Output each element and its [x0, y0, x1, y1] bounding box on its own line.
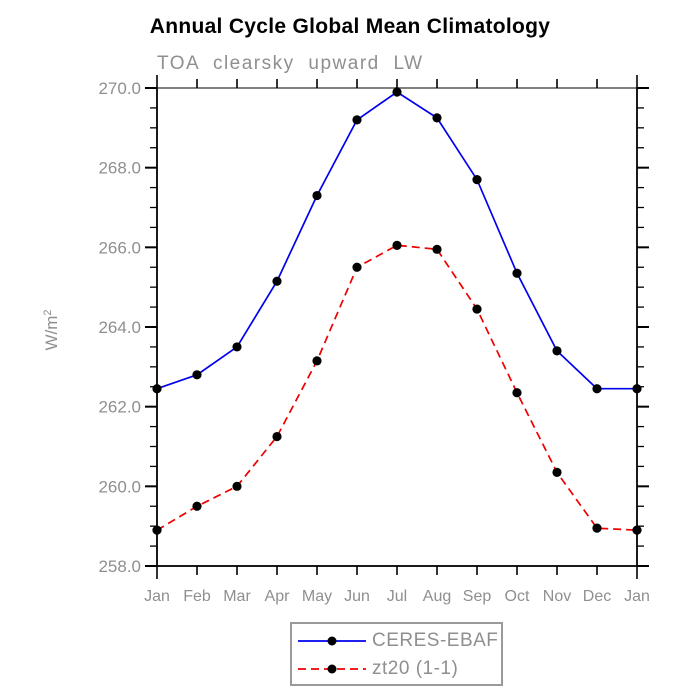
legend-solid-line-sample	[298, 636, 366, 646]
data-point-zt20-1-1--jan	[152, 525, 162, 535]
data-point-ceres-ebaf-oct	[512, 268, 522, 278]
x-tick-label: Dec	[583, 588, 611, 605]
legend-entry-zt20: zt20 (1-1)	[296, 655, 501, 683]
data-point-ceres-ebaf-jan-2	[632, 384, 642, 394]
data-point-zt20-1-1--jun	[352, 262, 362, 272]
x-tick-label: Mar	[223, 588, 251, 605]
data-point-zt20-1-1--apr	[272, 431, 282, 442]
y-tick-label: 270.0	[98, 79, 141, 98]
x-tick-label: Feb	[183, 588, 211, 605]
data-point-zt20-1-1--jul	[392, 240, 402, 250]
x-tick-label: Jan	[624, 588, 650, 605]
data-point-ceres-ebaf-may	[312, 190, 322, 201]
data-point-ceres-ebaf-aug	[432, 113, 442, 123]
x-tick-label: May	[302, 588, 332, 605]
series-line-ceres-ebaf	[156, 90, 637, 390]
x-tick-label: Nov	[543, 588, 571, 605]
data-point-ceres-ebaf-nov	[552, 346, 562, 356]
data-point-zt20-1-1--mar	[232, 481, 242, 491]
chart-subtitle: TOA clearsky upward LW	[157, 53, 424, 74]
data-point-ceres-ebaf-jul	[392, 87, 402, 97]
y-tick-label: 266.0	[98, 238, 141, 257]
data-point-ceres-ebaf-jun	[352, 115, 362, 125]
data-point-ceres-ebaf-apr	[272, 276, 282, 286]
data-point-ceres-ebaf-sep	[472, 175, 482, 185]
x-tick-label: Jul	[387, 588, 407, 605]
data-point-zt20-1-1--feb	[192, 501, 202, 511]
x-tick-label: Sep	[463, 588, 492, 605]
data-point-ceres-ebaf-feb	[192, 370, 202, 380]
legend-entry-ceres-ebaf: CERES-EBAF	[296, 627, 501, 655]
y-tick-label: 258.0	[98, 557, 141, 576]
x-tick-label: Jun	[344, 588, 370, 605]
data-point-zt20-1-1--sep	[472, 304, 482, 314]
y-tick-label: 262.0	[98, 398, 141, 417]
x-tick-label: Jan	[144, 588, 170, 605]
y-axis-title: W/m2	[42, 309, 61, 350]
data-point-ceres-ebaf-jan	[152, 384, 162, 394]
y-tick-label: 264.0	[98, 318, 141, 337]
y-tick-label: 268.0	[98, 159, 141, 178]
x-tick-label: Apr	[265, 588, 291, 605]
legend-marker-icon	[327, 636, 337, 646]
x-tick-label: Oct	[505, 588, 530, 605]
data-point-ceres-ebaf-mar	[232, 342, 242, 352]
y-tick-label: 260.0	[98, 477, 141, 496]
legend-dashed-line-sample	[298, 664, 366, 674]
legend-marker-icon	[327, 664, 337, 674]
data-point-zt20-1-1--dec	[592, 523, 602, 533]
legend-label: CERES-EBAF	[372, 630, 499, 651]
data-point-zt20-1-1--jan-2	[632, 525, 642, 535]
chart-title: Annual Cycle Global Mean Climatology	[149, 15, 551, 38]
legend-label: zt20 (1-1)	[372, 658, 459, 679]
legend-box: CERES-EBAF zt20 (1-1)	[290, 622, 503, 686]
series-line-zt20-1-1-	[156, 244, 638, 532]
data-point-zt20-1-1--aug	[432, 244, 442, 254]
data-point-zt20-1-1--may	[312, 356, 322, 366]
data-point-ceres-ebaf-dec	[592, 384, 602, 394]
data-point-zt20-1-1--nov	[552, 467, 562, 477]
data-point-zt20-1-1--oct	[512, 388, 522, 398]
x-tick-label: Aug	[423, 588, 451, 605]
